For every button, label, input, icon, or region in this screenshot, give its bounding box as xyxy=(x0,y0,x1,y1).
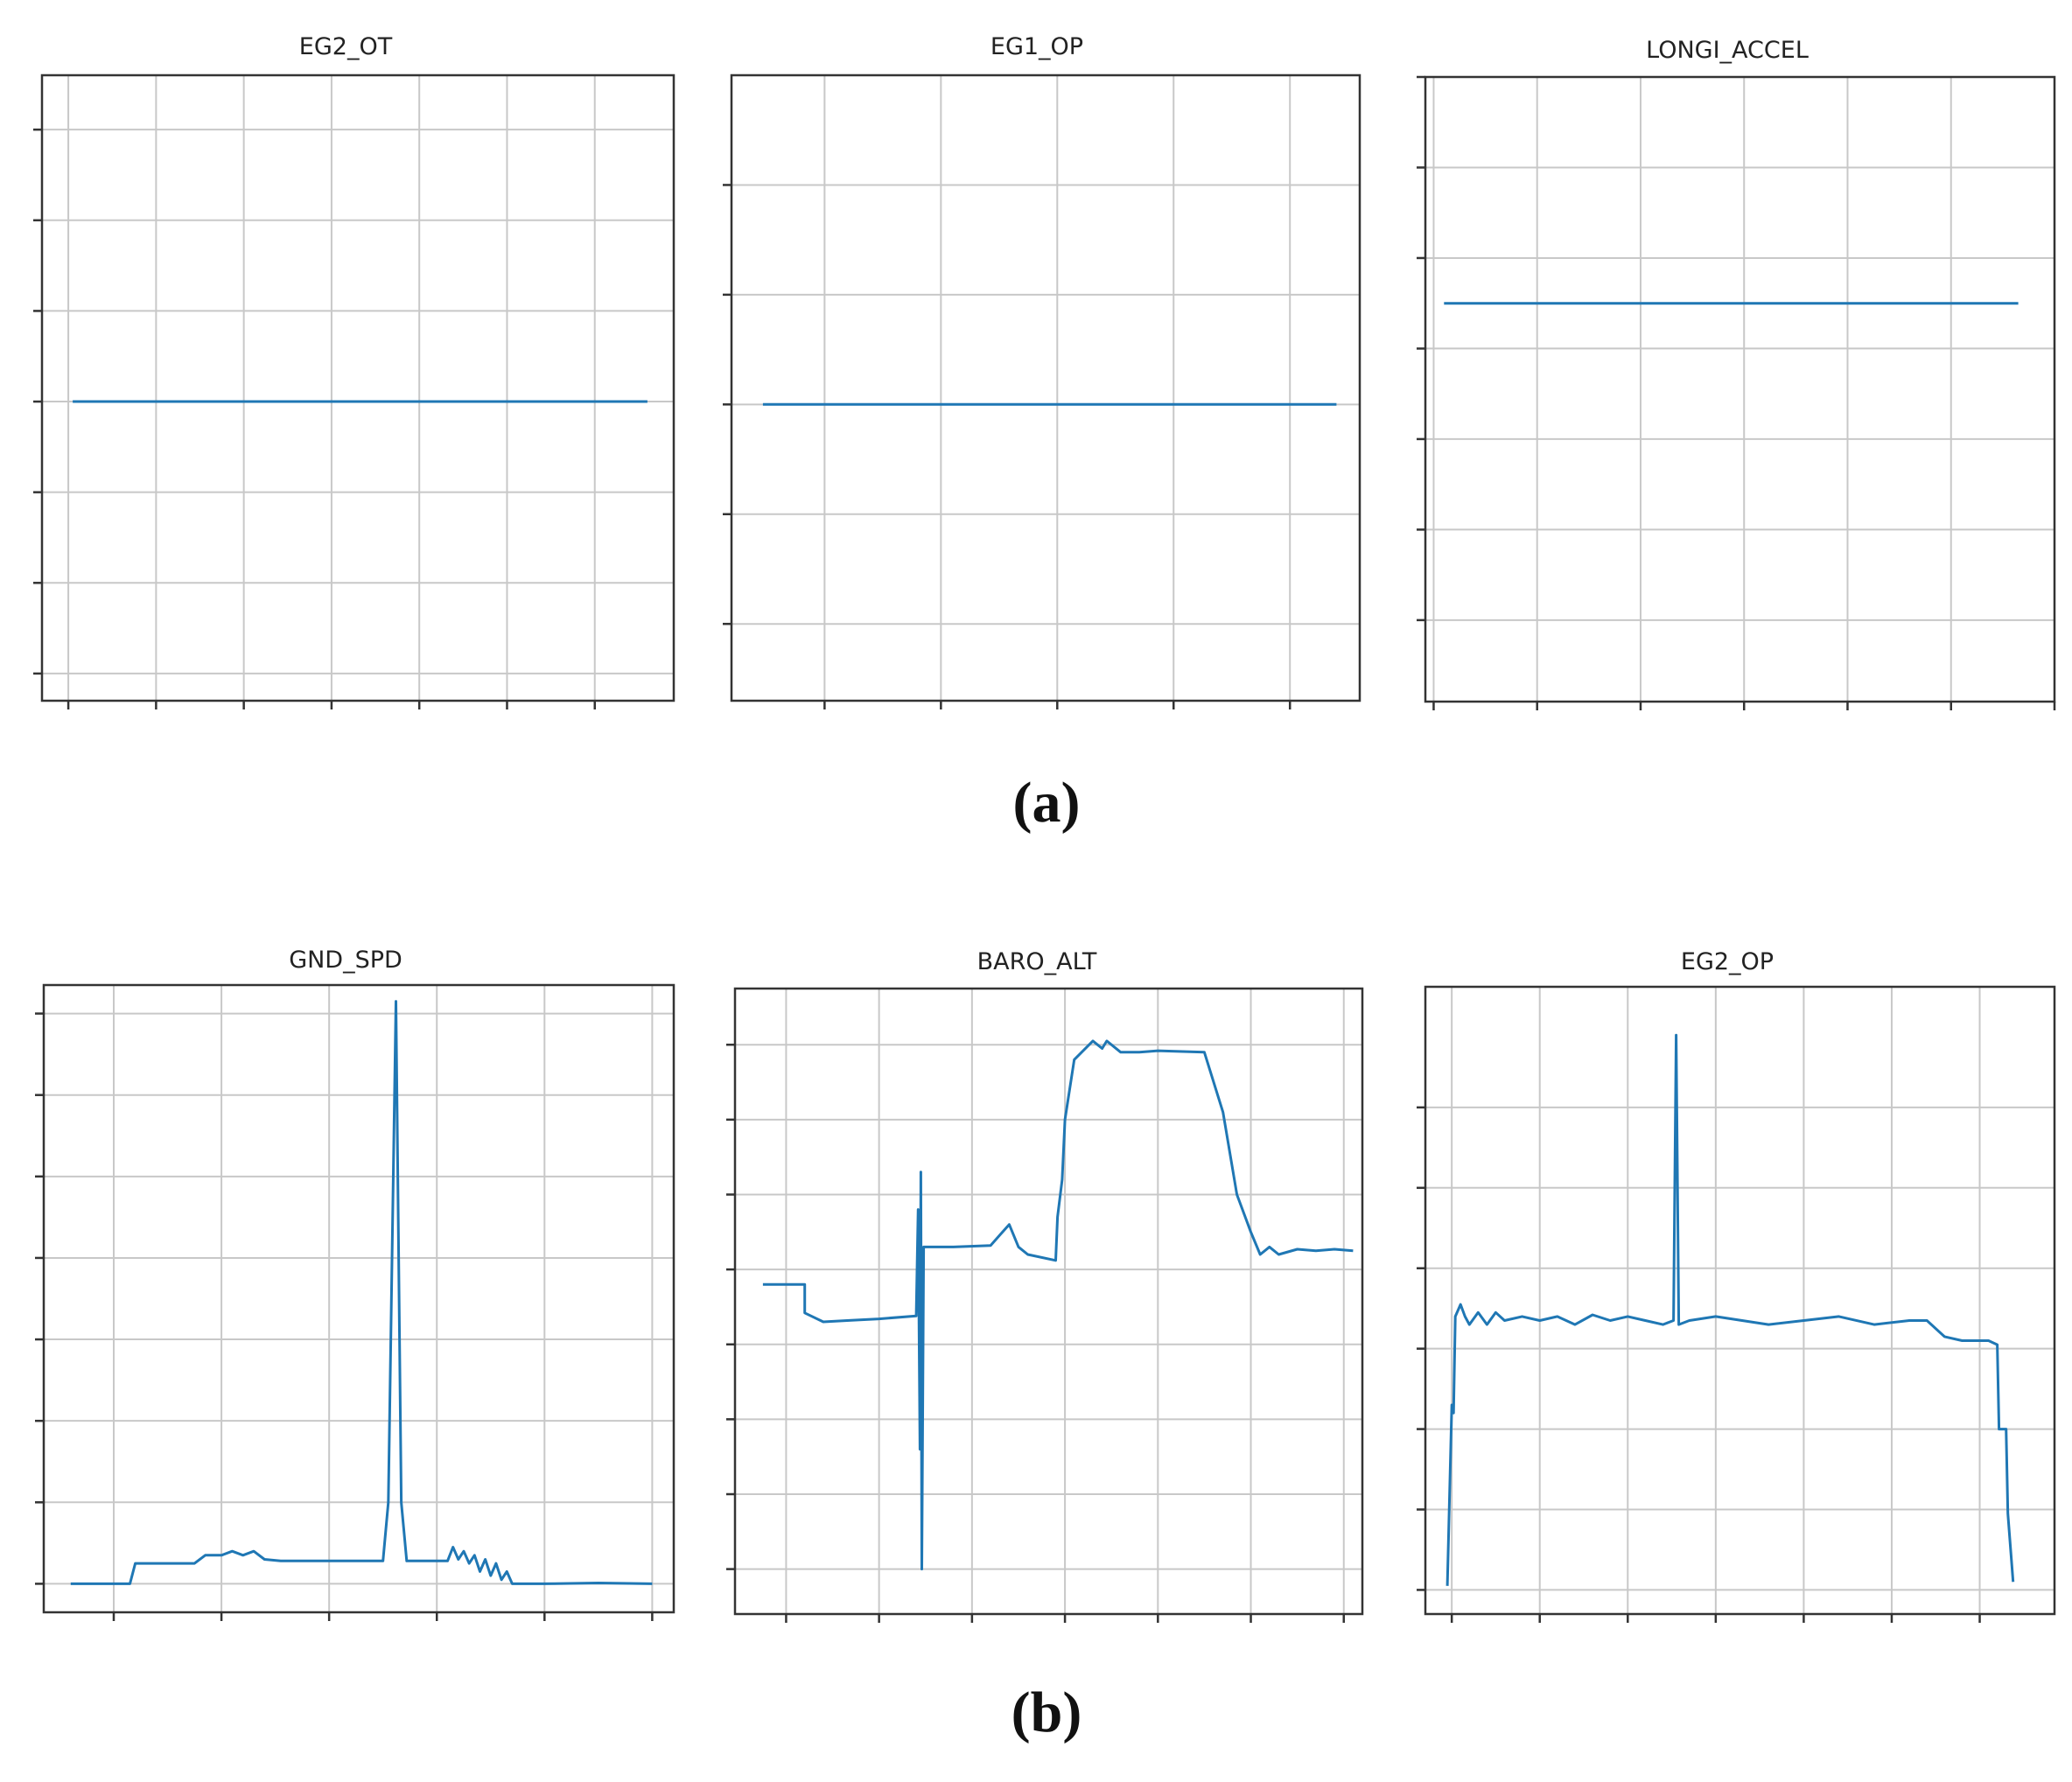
chart-plot xyxy=(1417,985,2056,1623)
chart-panel-eg2-ot: EG2_OT xyxy=(0,0,691,752)
chart-plot xyxy=(35,983,676,1621)
axes-frame xyxy=(1424,75,2056,703)
series-line xyxy=(762,1039,1354,1571)
chart-title: BARO_ALT xyxy=(976,948,1097,975)
chart-panel-baro-alt: BARO_ALT xyxy=(691,910,1382,1662)
axes-frame xyxy=(733,987,1364,1616)
series-line xyxy=(70,1000,653,1585)
chart-panel-eg2-op: EG2_OP xyxy=(1382,910,2072,1662)
caption-a: (a) xyxy=(1012,771,1081,835)
axes-frame xyxy=(42,983,676,1614)
chart-plot xyxy=(723,73,1362,709)
chart-title: EG2_OT xyxy=(298,33,393,60)
chart-panel-gnd-spd: GND_SPD xyxy=(0,910,691,1662)
axes-frame xyxy=(730,73,1362,702)
chart-title: LONGI_ACCEL xyxy=(1646,37,1809,64)
chart-panel-eg1-op: EG1_OP xyxy=(691,0,1382,752)
chart-plot xyxy=(1417,75,2056,710)
series-line xyxy=(1446,1033,2015,1586)
axes-frame xyxy=(40,73,676,702)
axes-frame xyxy=(1424,985,2056,1616)
chart-title: EG2_OP xyxy=(1680,948,1774,975)
caption-b: (b) xyxy=(1011,1681,1082,1744)
chart-plot xyxy=(33,73,676,709)
chart-title: GND_SPD xyxy=(289,947,402,974)
chart-panel-longi-accel: LONGI_ACCEL xyxy=(1382,0,2072,752)
chart-plot xyxy=(726,987,1364,1623)
chart-title: EG1_OP xyxy=(990,33,1084,60)
